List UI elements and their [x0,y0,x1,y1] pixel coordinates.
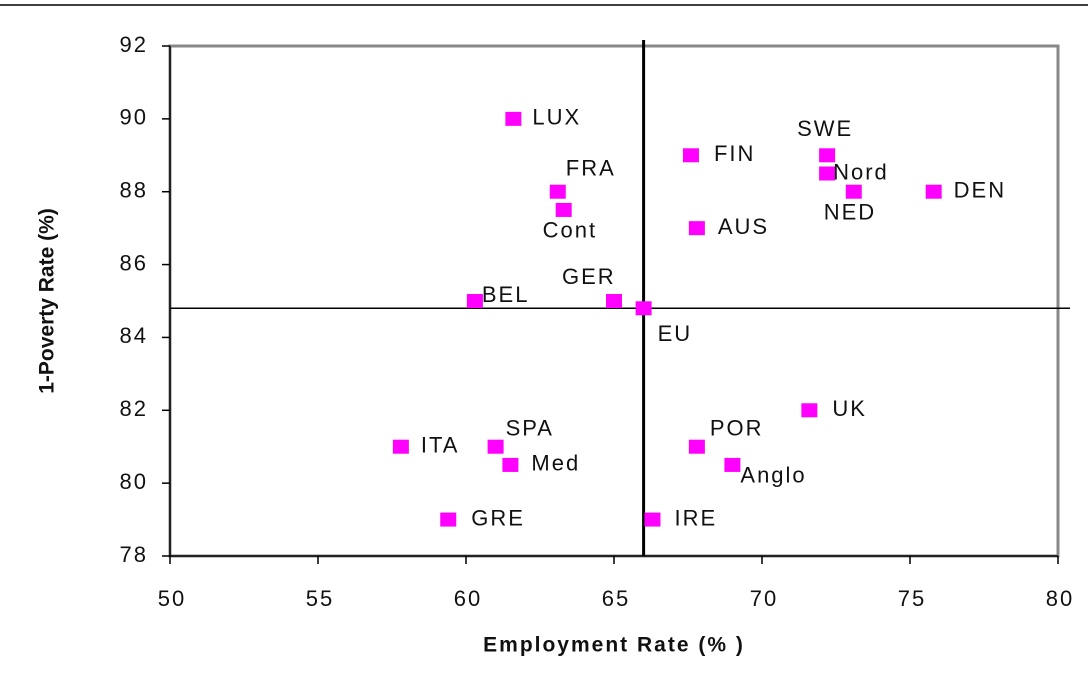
point [606,294,622,308]
point-label: IRE [674,505,717,530]
point-label: DEN [954,178,1006,203]
point [819,166,836,181]
x-tick-label: 50 [158,586,186,611]
point-label: FIN [714,141,755,166]
y-tick-label: 78 [120,542,148,567]
x-tick-label: 55 [306,586,334,611]
point-label: NED [824,200,876,225]
point-label: Cont [543,218,597,243]
point-label: GER [562,264,616,289]
point [925,184,942,199]
x-tick-label: 70 [750,586,778,611]
point-label: LUX [532,105,581,130]
point-label: GRE [471,505,525,530]
point [440,512,457,527]
point [555,202,572,217]
point-label: Med [531,451,580,476]
point [688,221,705,236]
point-label: AUS [718,214,769,239]
y-tick-label: 82 [120,396,148,421]
point-label: SPA [506,416,554,441]
point [487,439,504,454]
point-label: Anglo [740,463,806,488]
point [502,457,519,472]
x-axis-label: Employment Rate (% ) [483,634,745,657]
point [392,439,409,454]
point [819,148,836,163]
point [845,184,862,199]
x-tick-label: 65 [602,586,630,611]
point-label: POR [710,416,764,441]
y-tick-label: 80 [120,469,148,494]
point-label: SWE [797,116,853,141]
x-tick-label: 60 [454,586,482,611]
x-tick-label: 75 [898,586,926,611]
point [549,184,566,199]
point-label: UK [832,396,867,421]
y-tick-label: 92 [120,32,148,57]
point [505,111,522,126]
y-tick-label: 90 [120,105,148,130]
point [466,294,483,308]
point-label: FRA [566,156,616,181]
point [688,439,705,454]
point [635,301,652,316]
point-label: Nord [833,159,889,184]
y-tick-label: 84 [120,323,148,348]
point [644,512,661,527]
point-label: ITA [421,433,460,458]
point [801,403,818,418]
x-tick-label: 80 [1046,586,1074,611]
point-label: BEL [482,282,530,307]
point [724,457,741,472]
y-axis-label: 1-Poverty Rate (%) [36,208,59,394]
point-label: EU [658,321,693,346]
y-tick-label: 88 [120,178,148,203]
y-tick-label: 86 [120,250,148,275]
point [682,148,699,163]
